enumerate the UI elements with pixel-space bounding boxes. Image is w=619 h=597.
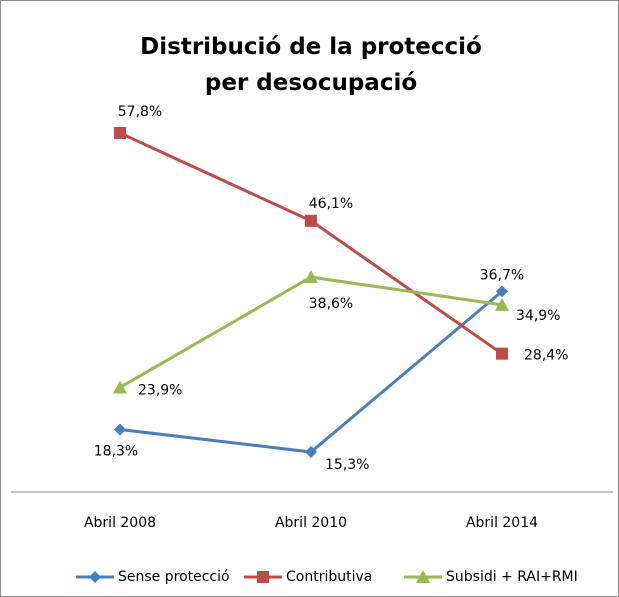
data-point [305, 446, 317, 458]
data-point [305, 214, 317, 227]
legend-label: Sense protecció [118, 569, 230, 585]
series-line [119, 131, 503, 355]
data-point [114, 127, 126, 139]
data-point [496, 285, 508, 298]
data-point [495, 297, 509, 311]
data-label: 46,1% [309, 196, 353, 212]
legend-marker [89, 571, 101, 583]
data-label: 18,3% [94, 443, 138, 459]
data-point [304, 270, 318, 284]
data-label: 38,6% [309, 296, 353, 312]
legend-label: Subsidi + RAI+RMI [446, 569, 578, 585]
data-label: 23,9% [138, 382, 182, 398]
legend-marker [257, 571, 269, 583]
series-line [119, 275, 503, 389]
data-label: 15,3% [325, 457, 369, 473]
data-point [496, 347, 508, 360]
data-label: 28,4% [524, 348, 568, 364]
x-tick-label: Abril 2014 [466, 515, 538, 531]
legend-label: Contributiva [286, 569, 372, 585]
data-label: 34,9% [516, 308, 560, 324]
legend-marker [416, 570, 430, 583]
x-tick-label: Abril 2008 [84, 515, 156, 531]
data-label: 57,8% [118, 104, 162, 120]
x-tick-label: Abril 2010 [275, 515, 347, 531]
data-label: 36,7% [480, 267, 524, 283]
chart-title: Distribució de la protecció per desocupa… [140, 34, 482, 96]
data-point [114, 423, 126, 436]
data-point [113, 380, 127, 394]
